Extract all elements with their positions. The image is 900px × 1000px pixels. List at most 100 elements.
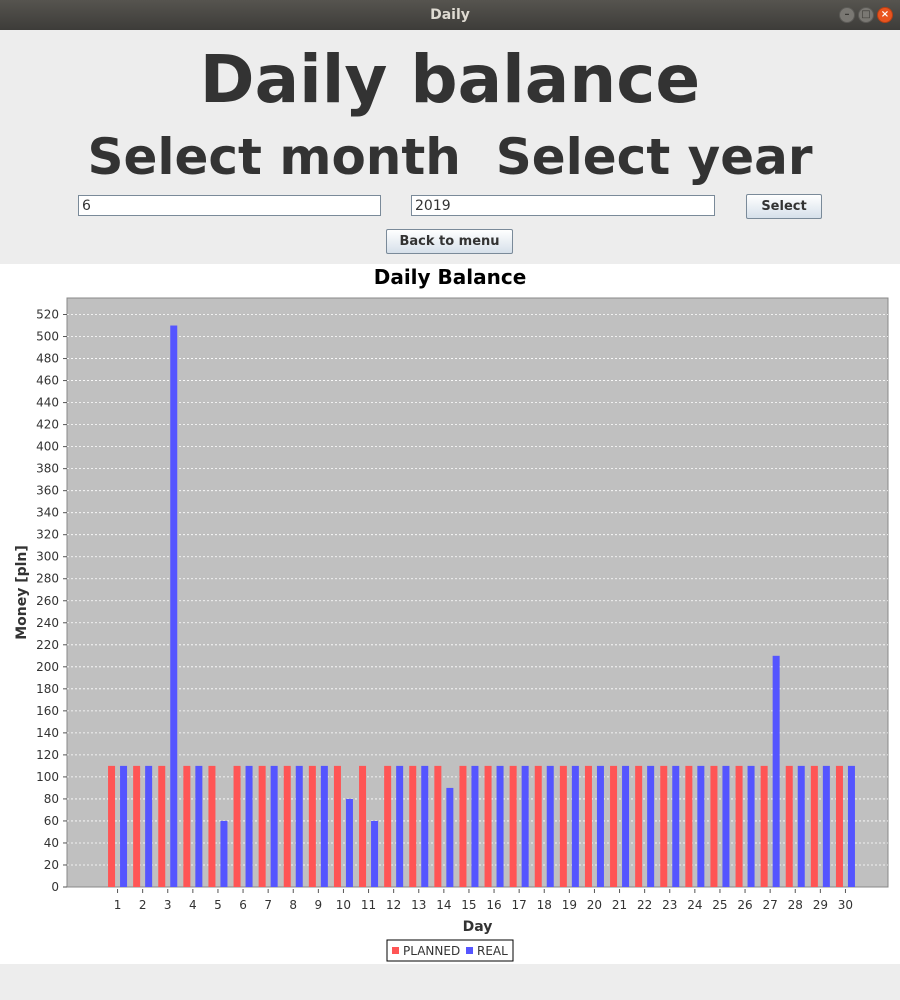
bar-real	[396, 765, 404, 887]
window-titlebar: Daily – □ ×	[0, 0, 900, 30]
bar-planned	[183, 765, 191, 887]
y-tick-label: 160	[36, 704, 59, 718]
bar-real	[647, 765, 655, 887]
y-tick-label: 500	[36, 330, 59, 344]
x-tick-label: 14	[436, 898, 451, 912]
bar-real	[672, 765, 680, 887]
bar-real	[295, 765, 303, 887]
bar-planned	[584, 765, 592, 887]
bar-real	[697, 765, 705, 887]
chart-panel: Daily Balance 0 20 40 60 80 100 120 140 160 180 200…	[0, 264, 900, 964]
month-input[interactable]	[78, 195, 381, 216]
bar-real	[571, 765, 579, 887]
bar-planned	[359, 765, 367, 887]
bar-planned	[258, 765, 266, 887]
x-tick-label: 28	[788, 898, 803, 912]
bar-real	[446, 787, 454, 887]
legend-swatch-real	[466, 947, 473, 954]
bar-planned	[283, 765, 291, 887]
bar-planned	[108, 765, 116, 887]
bar-real	[245, 765, 253, 887]
y-tick-label: 140	[36, 726, 59, 740]
y-tick-label: 280	[36, 572, 59, 586]
x-tick-label: 26	[737, 898, 752, 912]
y-tick-label: 40	[44, 836, 59, 850]
bar-planned	[384, 765, 392, 887]
bar-real	[596, 765, 604, 887]
bar-planned	[158, 765, 166, 887]
bar-real	[371, 820, 379, 887]
back-to-menu-button[interactable]: Back to menu	[386, 229, 513, 254]
y-tick-label: 300	[36, 550, 59, 564]
bar-planned	[735, 765, 743, 887]
y-tick-label: 380	[36, 462, 59, 476]
bar-real	[320, 765, 328, 887]
bar-planned	[660, 765, 668, 887]
x-tick-label: 10	[336, 898, 351, 912]
bar-planned	[233, 765, 241, 887]
y-tick-label: 440	[36, 396, 59, 410]
bar-real	[747, 765, 755, 887]
bar-planned	[133, 765, 141, 887]
bar-planned	[333, 765, 341, 887]
legend-label-real: REAL	[477, 944, 508, 958]
bar-planned	[635, 765, 643, 887]
x-tick-label: 30	[838, 898, 853, 912]
y-tick-label: 360	[36, 484, 59, 498]
x-axis-label: Day	[463, 919, 493, 935]
window-controls: – □ ×	[839, 7, 893, 23]
daily-balance-chart: Daily Balance020406080100120140160180200…	[14, 265, 889, 962]
x-tick-label: 8	[289, 898, 297, 912]
window-title: Daily	[430, 7, 470, 23]
legend-label-planned: PLANNED	[403, 944, 460, 958]
x-tick-label: 7	[264, 898, 272, 912]
y-tick-label: 200	[36, 660, 59, 674]
x-tick-label: 18	[537, 898, 552, 912]
x-tick-label: 12	[386, 898, 401, 912]
chart-title: Daily Balance	[374, 265, 527, 289]
bar-real	[622, 765, 630, 887]
y-tick-label: 400	[36, 440, 59, 454]
x-tick-label: 5	[214, 898, 222, 912]
x-tick-label: 11	[361, 898, 376, 912]
x-tick-label: 19	[562, 898, 577, 912]
bar-real	[847, 765, 855, 887]
y-tick-label: 0	[51, 880, 59, 894]
y-tick-label: 520	[36, 308, 59, 322]
bar-real	[772, 655, 780, 887]
bar-planned	[509, 765, 517, 887]
x-tick-label: 4	[189, 898, 197, 912]
bar-planned	[484, 765, 492, 887]
y-tick-label: 260	[36, 594, 59, 608]
bar-planned	[434, 765, 442, 887]
y-tick-label: 340	[36, 506, 59, 520]
close-icon[interactable]: ×	[877, 7, 893, 23]
y-tick-label: 100	[36, 770, 59, 784]
bar-real	[496, 765, 504, 887]
year-input[interactable]	[411, 195, 715, 216]
select-button[interactable]: Select	[746, 194, 822, 219]
bar-real	[145, 765, 153, 887]
x-tick-label: 2	[139, 898, 147, 912]
bar-planned	[459, 765, 467, 887]
x-tick-label: 22	[637, 898, 652, 912]
x-tick-label: 16	[486, 898, 501, 912]
x-tick-label: 6	[239, 898, 247, 912]
bar-real	[195, 765, 203, 887]
x-tick-label: 21	[612, 898, 627, 912]
bar-planned	[835, 765, 843, 887]
y-tick-label: 80	[44, 792, 59, 806]
bar-real	[220, 820, 228, 887]
y-tick-label: 20	[44, 858, 59, 872]
y-tick-label: 240	[36, 616, 59, 630]
bar-planned	[610, 765, 618, 887]
x-tick-label: 24	[687, 898, 702, 912]
minimize-icon[interactable]: –	[839, 7, 855, 23]
bar-real	[471, 765, 479, 887]
select-labels: Select month Select year	[87, 128, 813, 186]
maximize-icon[interactable]: □	[858, 7, 874, 23]
bar-planned	[810, 765, 818, 887]
y-tick-label: 320	[36, 528, 59, 542]
x-tick-label: 17	[512, 898, 527, 912]
bar-real	[546, 765, 554, 887]
